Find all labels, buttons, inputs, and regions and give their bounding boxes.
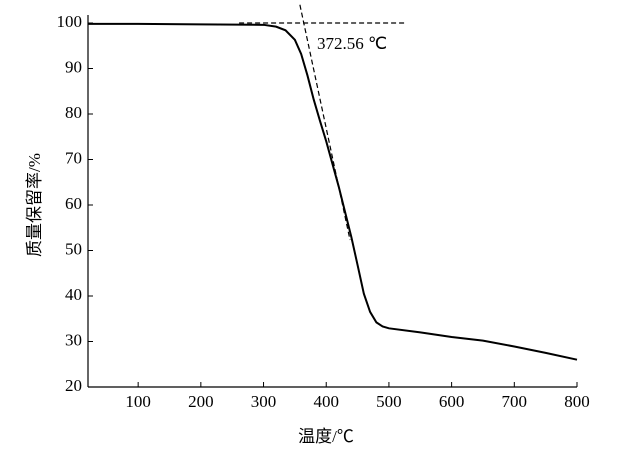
y-axis-label: 质量保留率/% bbox=[25, 153, 44, 257]
x-tick-label: 800 bbox=[564, 392, 590, 411]
x-tick-label: 700 bbox=[502, 392, 528, 411]
data-line bbox=[88, 22, 578, 361]
y-tick-label: 60 bbox=[65, 194, 82, 213]
y-tick-label: 30 bbox=[65, 330, 82, 349]
x-tick-label: 100 bbox=[125, 392, 151, 411]
x-axis-label: 温度/℃ bbox=[298, 427, 354, 446]
tangent-line bbox=[299, 4, 351, 241]
y-tick-label: 20 bbox=[65, 376, 82, 395]
x-tick-label: 300 bbox=[251, 392, 277, 411]
y-tick-label: 90 bbox=[65, 57, 82, 76]
y-tick-label: 80 bbox=[65, 103, 82, 122]
y-tick-label: 50 bbox=[65, 239, 82, 258]
y-tick-label: 70 bbox=[65, 148, 82, 167]
x-tick-label: 400 bbox=[313, 392, 339, 411]
x-tick-label: 200 bbox=[188, 392, 214, 411]
annotation: 372.56 ℃ bbox=[317, 34, 387, 53]
x-tick-label: 600 bbox=[439, 392, 465, 411]
y-tick-label: 40 bbox=[65, 285, 82, 304]
x-tick-label: 500 bbox=[376, 392, 402, 411]
y-tick-label: 100 bbox=[57, 12, 83, 31]
